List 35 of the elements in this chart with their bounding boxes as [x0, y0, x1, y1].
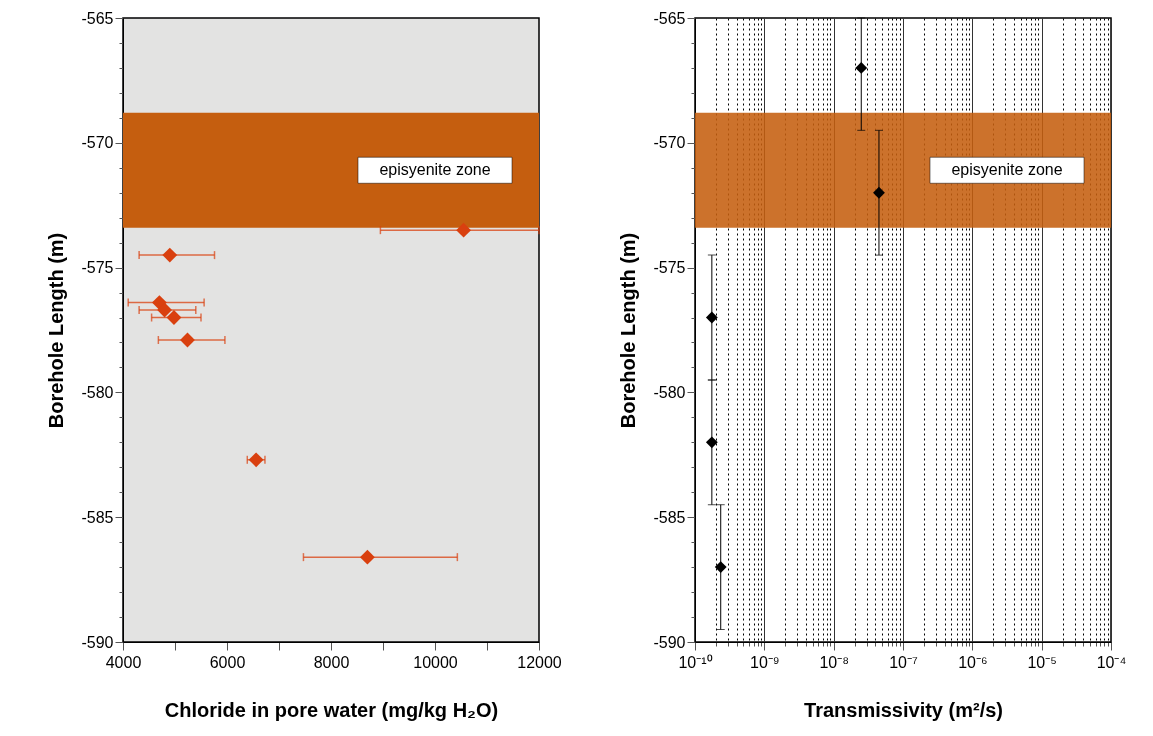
y-tick-label: -585: [653, 508, 686, 526]
point: [162, 247, 178, 263]
y-tick-label: -580: [81, 383, 114, 401]
x-tick-label: 10⁻⁵: [1027, 653, 1057, 671]
band-label: episyenite zone: [379, 161, 491, 179]
x-tick-label: 10⁻⁷: [889, 653, 918, 671]
y-tick-label: -570: [81, 134, 114, 152]
y-tick-label: -575: [653, 259, 686, 277]
y-tick-label: -565: [81, 9, 114, 27]
y-axis-title: Borehole Length (m): [45, 232, 68, 429]
x-tick-label: 10⁻⁸: [819, 653, 849, 671]
band-label: episyenite zone: [951, 161, 1063, 179]
y-tick-label: -565: [653, 9, 686, 27]
y-tick-label: -570: [653, 134, 686, 152]
x-tick-label: 10⁻¹⁰: [678, 653, 713, 671]
x-axis-title: Chloride in pore water (mg/kg H₂O): [164, 698, 499, 721]
y-tick-label: -585: [81, 508, 114, 526]
point: [157, 302, 173, 318]
x-tick-label: 6000: [209, 653, 246, 671]
y-axis-title: Borehole Length (m): [617, 232, 640, 429]
x-tick-label: 8000: [313, 653, 350, 671]
point: [359, 549, 375, 565]
x-tick-label: 10⁻⁹: [750, 653, 780, 671]
x-tick-label: 12000: [517, 653, 562, 671]
y-tick-label: -590: [81, 633, 114, 651]
x-axis-title: Transmissivity (m²/s): [804, 698, 1003, 721]
point: [248, 452, 264, 468]
y-tick-label: -580: [653, 383, 686, 401]
y-tick-label: -590: [653, 633, 686, 651]
x-tick-label: 4000: [105, 653, 142, 671]
x-tick-label: 10⁻⁶: [958, 653, 988, 671]
y-tick-label: -575: [81, 259, 114, 277]
x-tick-label: 10⁻⁴: [1096, 653, 1127, 671]
point: [456, 222, 472, 238]
x-tick-label: 10000: [413, 653, 458, 671]
